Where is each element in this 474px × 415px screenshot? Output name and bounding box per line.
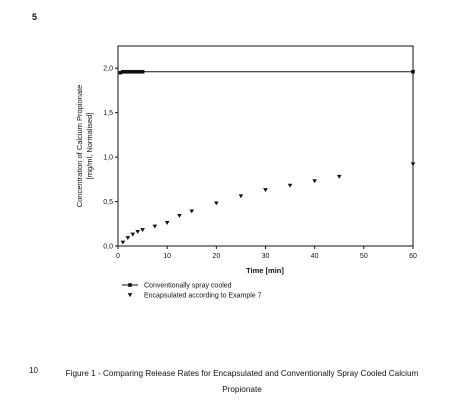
- series-1-point: [411, 69, 415, 74]
- series-2-point: [140, 228, 145, 233]
- series-2-point: [287, 183, 293, 188]
- series-2-point: [410, 162, 416, 167]
- series-2-point: [263, 188, 268, 193]
- caption-line-number: 10: [29, 366, 38, 375]
- y-tick-label: 1,5: [103, 110, 113, 117]
- series-1-point: [128, 69, 133, 74]
- x-tick-label: 0: [116, 253, 120, 260]
- y-tick-label: 1,0: [103, 155, 113, 162]
- series-1-point: [140, 69, 145, 74]
- page-number: 5: [32, 12, 38, 22]
- y-tick-label: 2,0: [103, 66, 113, 73]
- series-1-point: [130, 69, 135, 74]
- series-2-point: [120, 240, 126, 245]
- x-tick-label: 20: [212, 253, 220, 260]
- series-2-point: [164, 221, 170, 225]
- series-2-point: [189, 209, 195, 214]
- legend-label: Encapsulated according to Example 7: [144, 293, 262, 300]
- series-2-point: [152, 224, 158, 229]
- y-tick-label: 0,5: [103, 199, 113, 206]
- series-1-point: [121, 69, 125, 74]
- series-1-point: [133, 69, 138, 74]
- series-2-point: [214, 201, 219, 206]
- legend-label: Conventionally spray cooled: [144, 283, 232, 290]
- x-tick-label: 30: [262, 253, 270, 260]
- series-2-point: [135, 229, 140, 234]
- x-tick-label: 40: [311, 253, 319, 260]
- series-1-point: [135, 69, 140, 74]
- x-axis-title: Time [min]: [246, 266, 284, 275]
- series-1-point: [118, 70, 123, 75]
- series-2-point: [238, 194, 244, 199]
- series-layer: [118, 69, 416, 245]
- legend-swatch-marker: [128, 283, 132, 287]
- series-1-point: [123, 69, 128, 74]
- series-2-point: [336, 174, 342, 179]
- plot-frame: [117, 45, 414, 247]
- series-2-point: [130, 232, 136, 237]
- release-rate-chart: 0 10 20 30 40 50 60 0,0 0,5 1,0 1,5 2,0 Time [min]…: [75, 45, 417, 300]
- series-1-point: [126, 69, 130, 74]
- y-axis-title-line-2: [mg/ml, Normalised]: [85, 113, 94, 180]
- y-tick-label: 0,0: [103, 244, 113, 251]
- x-axis-ticks: 0 10 20 30 40 50 60: [116, 246, 417, 260]
- legend-swatch-marker: [127, 293, 133, 298]
- x-tick-label: 60: [409, 253, 417, 260]
- y-axis-title-line-1: Concentration of Calcium Propionate: [75, 85, 84, 208]
- series-1-line: [120, 71, 413, 74]
- series-2-point: [177, 213, 182, 218]
- series-2-point: [125, 236, 131, 241]
- y-axis-ticks: 0,0 0,5 1,0 1,5 2,0: [103, 66, 118, 251]
- legend: Conventionally spray cooled Encapsulated …: [122, 283, 262, 300]
- x-tick-label: 10: [163, 253, 171, 260]
- x-tick-label: 50: [360, 253, 368, 260]
- series-1-point: [138, 69, 142, 74]
- figure-caption: Figure 1 - Comparing Release Rates for E…: [65, 369, 419, 394]
- series-2-point: [312, 179, 317, 184]
